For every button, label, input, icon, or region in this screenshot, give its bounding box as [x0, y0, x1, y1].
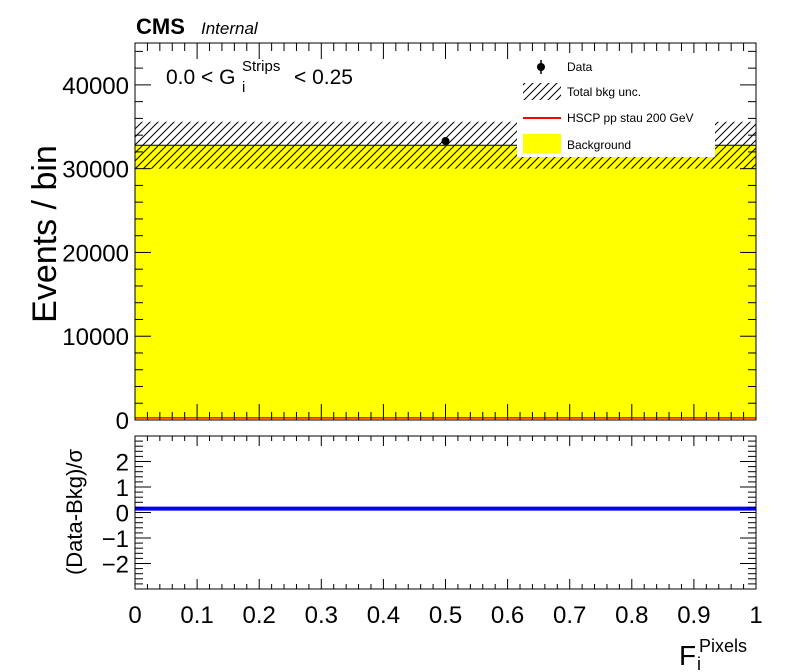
- y-axis-title: Events / bin: [26, 145, 64, 323]
- legend-label-background: Background: [567, 138, 631, 152]
- x-tick-label: 0.9: [677, 602, 710, 629]
- legend-label-unc: Total bkg unc.: [567, 85, 641, 99]
- ratio-y-tick-label: 1: [116, 475, 129, 502]
- x-tick-label: 0.8: [615, 602, 648, 629]
- legend-label-data: Data: [567, 60, 593, 74]
- cut-label-sup: Strips: [242, 58, 280, 75]
- cut-label-prefix: 0.0 < G: [166, 66, 235, 89]
- x-axis-title-sub: i: [697, 654, 701, 672]
- y-tick-label: 10000: [62, 324, 129, 351]
- legend-swatch-unc: [523, 83, 561, 100]
- x-axis-title-sup: Pixels: [699, 636, 747, 656]
- legend-marker-data: [537, 63, 545, 71]
- status-label: Internal: [201, 19, 259, 38]
- experiment-label: CMS: [136, 14, 185, 39]
- legend-label-signal: HSCP pp stau 200 GeV: [567, 111, 694, 125]
- x-tick-label: 0.1: [180, 602, 213, 629]
- x-tick-label: 1: [749, 602, 762, 629]
- legend-entry-background: Background: [523, 134, 631, 153]
- data-point: [441, 137, 450, 146]
- ratio-y-tick-label: −1: [102, 526, 129, 553]
- cut-label-suffix: < 0.25: [294, 66, 353, 89]
- ratio-y-tick-label: 0: [116, 501, 129, 528]
- cut-label-sub: i: [242, 79, 245, 96]
- x-axis-title: F Pixels i: [679, 636, 747, 672]
- x-tick-label: 0.6: [491, 602, 524, 629]
- cut-label: 0.0 < G Strips i < 0.25: [166, 58, 353, 96]
- ratio-y-tick-label: −2: [102, 552, 129, 579]
- y-tick-label: 40000: [62, 73, 129, 100]
- background-bin: [135, 145, 756, 420]
- x-tick-label: 0.2: [243, 602, 276, 629]
- x-tick-label: 0.4: [367, 602, 400, 629]
- legend-entry-signal: HSCP pp stau 200 GeV: [523, 111, 694, 125]
- x-tick-label: 0.7: [553, 602, 586, 629]
- ratio-y-tick-label: 2: [116, 450, 129, 477]
- x-tick-label: 0.5: [429, 602, 462, 629]
- legend-entry-unc: Total bkg unc.: [523, 83, 641, 100]
- main-y-axis: 0 10000 20000 30000 40000: [62, 50, 756, 435]
- x-axis: 0 0.1 0.2 0.3 0.4 0.5 0.6 0.7 0.8 0.9 1: [128, 436, 763, 629]
- x-axis-title-main: F: [679, 640, 696, 671]
- ratio-y-axis-title: (Data-Bkg)/σ: [62, 449, 87, 575]
- y-tick-label: 0: [116, 408, 129, 435]
- main-plot-area: [135, 121, 756, 420]
- x-tick-label: 0.3: [305, 602, 338, 629]
- ratio-frame: [134, 435, 757, 590]
- legend: Data Total bkg unc. HSCP pp stau 200 GeV…: [517, 53, 715, 157]
- y-tick-label: 30000: [62, 157, 129, 184]
- legend-entry-data: Data: [537, 60, 593, 74]
- legend-swatch-background: [523, 134, 561, 153]
- x-tick-label: 0: [128, 602, 141, 629]
- y-tick-label: 20000: [62, 240, 129, 267]
